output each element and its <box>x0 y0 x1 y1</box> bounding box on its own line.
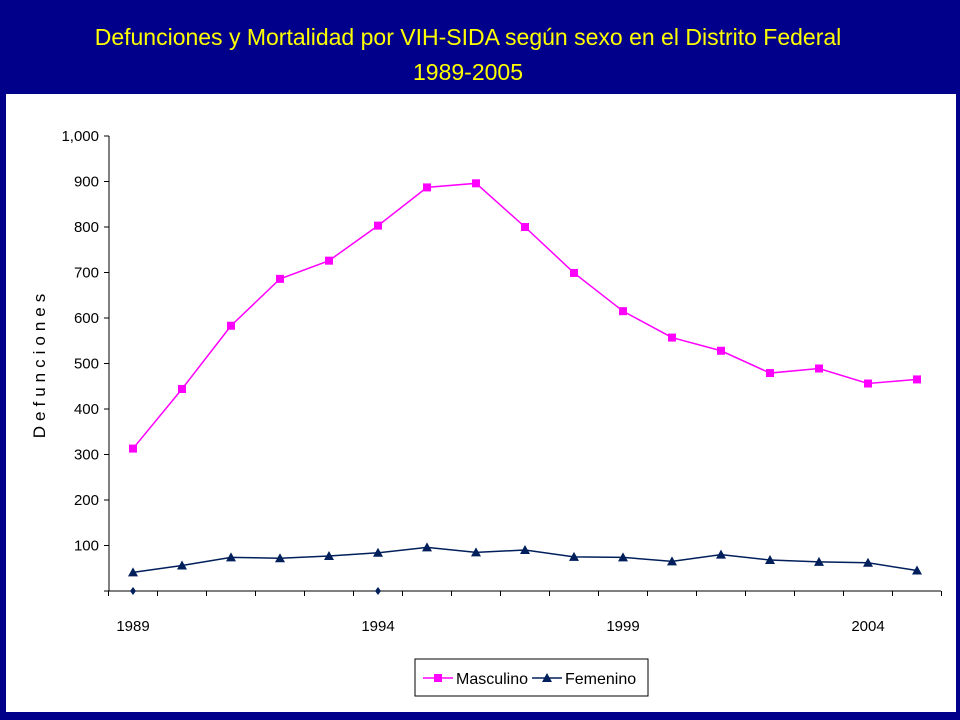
legend-box <box>414 658 649 697</box>
legend-marker-masculino <box>434 674 442 682</box>
data-point <box>619 307 627 316</box>
data-point <box>815 364 823 373</box>
data-point <box>765 555 775 565</box>
data-point <box>129 444 137 453</box>
data-point <box>520 545 530 555</box>
data-point <box>177 560 187 570</box>
data-point <box>422 542 432 552</box>
data-point <box>325 256 333 265</box>
data-point <box>717 346 725 355</box>
y-tick-label: 400 <box>74 401 99 418</box>
data-point <box>128 567 138 577</box>
y-tick-label: 300 <box>74 447 99 464</box>
y-tick-label: 600 <box>74 310 99 327</box>
data-point <box>324 550 334 560</box>
x-ticks: 1989 1994 1999 2004 <box>108 591 942 635</box>
x-tick-label: 1999 <box>606 618 639 635</box>
data-point <box>667 556 677 566</box>
data-point <box>716 549 726 559</box>
data-point <box>178 384 186 393</box>
series-masculino <box>129 179 921 453</box>
data-point <box>863 557 873 567</box>
data-point <box>423 183 431 192</box>
data-point <box>913 375 921 384</box>
data-point <box>373 547 383 557</box>
series-layer <box>128 179 922 595</box>
data-point <box>570 268 578 277</box>
legend: Masculino Femenino <box>414 658 649 697</box>
chart-title-years: 1989-2005 <box>413 59 523 85</box>
data-point <box>226 552 236 562</box>
data-point <box>912 565 922 575</box>
data-point <box>276 274 284 283</box>
data-point <box>472 179 480 188</box>
y-ticks: 100 200 300 400 500 600 700 800 900 1,000 <box>61 128 109 592</box>
data-point <box>569 551 579 561</box>
data-point <box>618 552 628 562</box>
y-tick-label: 500 <box>74 356 99 373</box>
chart-title: Defunciones y Mortalidad por VIH-SIDA se… <box>94 24 842 50</box>
data-point <box>275 553 285 563</box>
legend-marker-femenino <box>542 673 552 682</box>
y-tick-label: 800 <box>74 219 99 236</box>
data-point <box>227 321 235 330</box>
data-point <box>766 369 774 378</box>
x-tick-label: 1994 <box>361 618 394 635</box>
legend-label-femenino: Femenino <box>565 671 636 688</box>
legend-label-masculino: Masculino <box>456 671 528 688</box>
data-point <box>471 547 481 557</box>
y-tick-label: 900 <box>74 174 99 191</box>
data-point <box>814 556 824 566</box>
y-tick-label: 200 <box>74 492 99 509</box>
axes <box>108 136 941 592</box>
line-chart: 100 200 300 400 500 600 700 800 900 1,000 1989 199… <box>30 128 942 697</box>
y-axis-label: Defunciones <box>30 289 49 439</box>
data-point <box>521 223 529 231</box>
data-point <box>864 379 872 388</box>
series-femenino <box>128 542 922 577</box>
y-tick-label: 100 <box>74 538 99 555</box>
x-tick-label: 1989 <box>116 618 149 635</box>
data-point <box>374 221 382 230</box>
y-tick-label: 700 <box>74 265 99 282</box>
x-tick-label: 2004 <box>851 618 884 635</box>
baseline-marker <box>130 587 136 595</box>
title-bar: Defunciones y Mortalidad por VIH-SIDA se… <box>0 0 960 94</box>
y-tick-label: 1,000 <box>61 128 99 145</box>
baseline-marker <box>375 587 381 595</box>
data-point <box>668 333 676 342</box>
chart-panel: 100 200 300 400 500 600 700 800 900 1,000 1989 199… <box>6 94 956 712</box>
